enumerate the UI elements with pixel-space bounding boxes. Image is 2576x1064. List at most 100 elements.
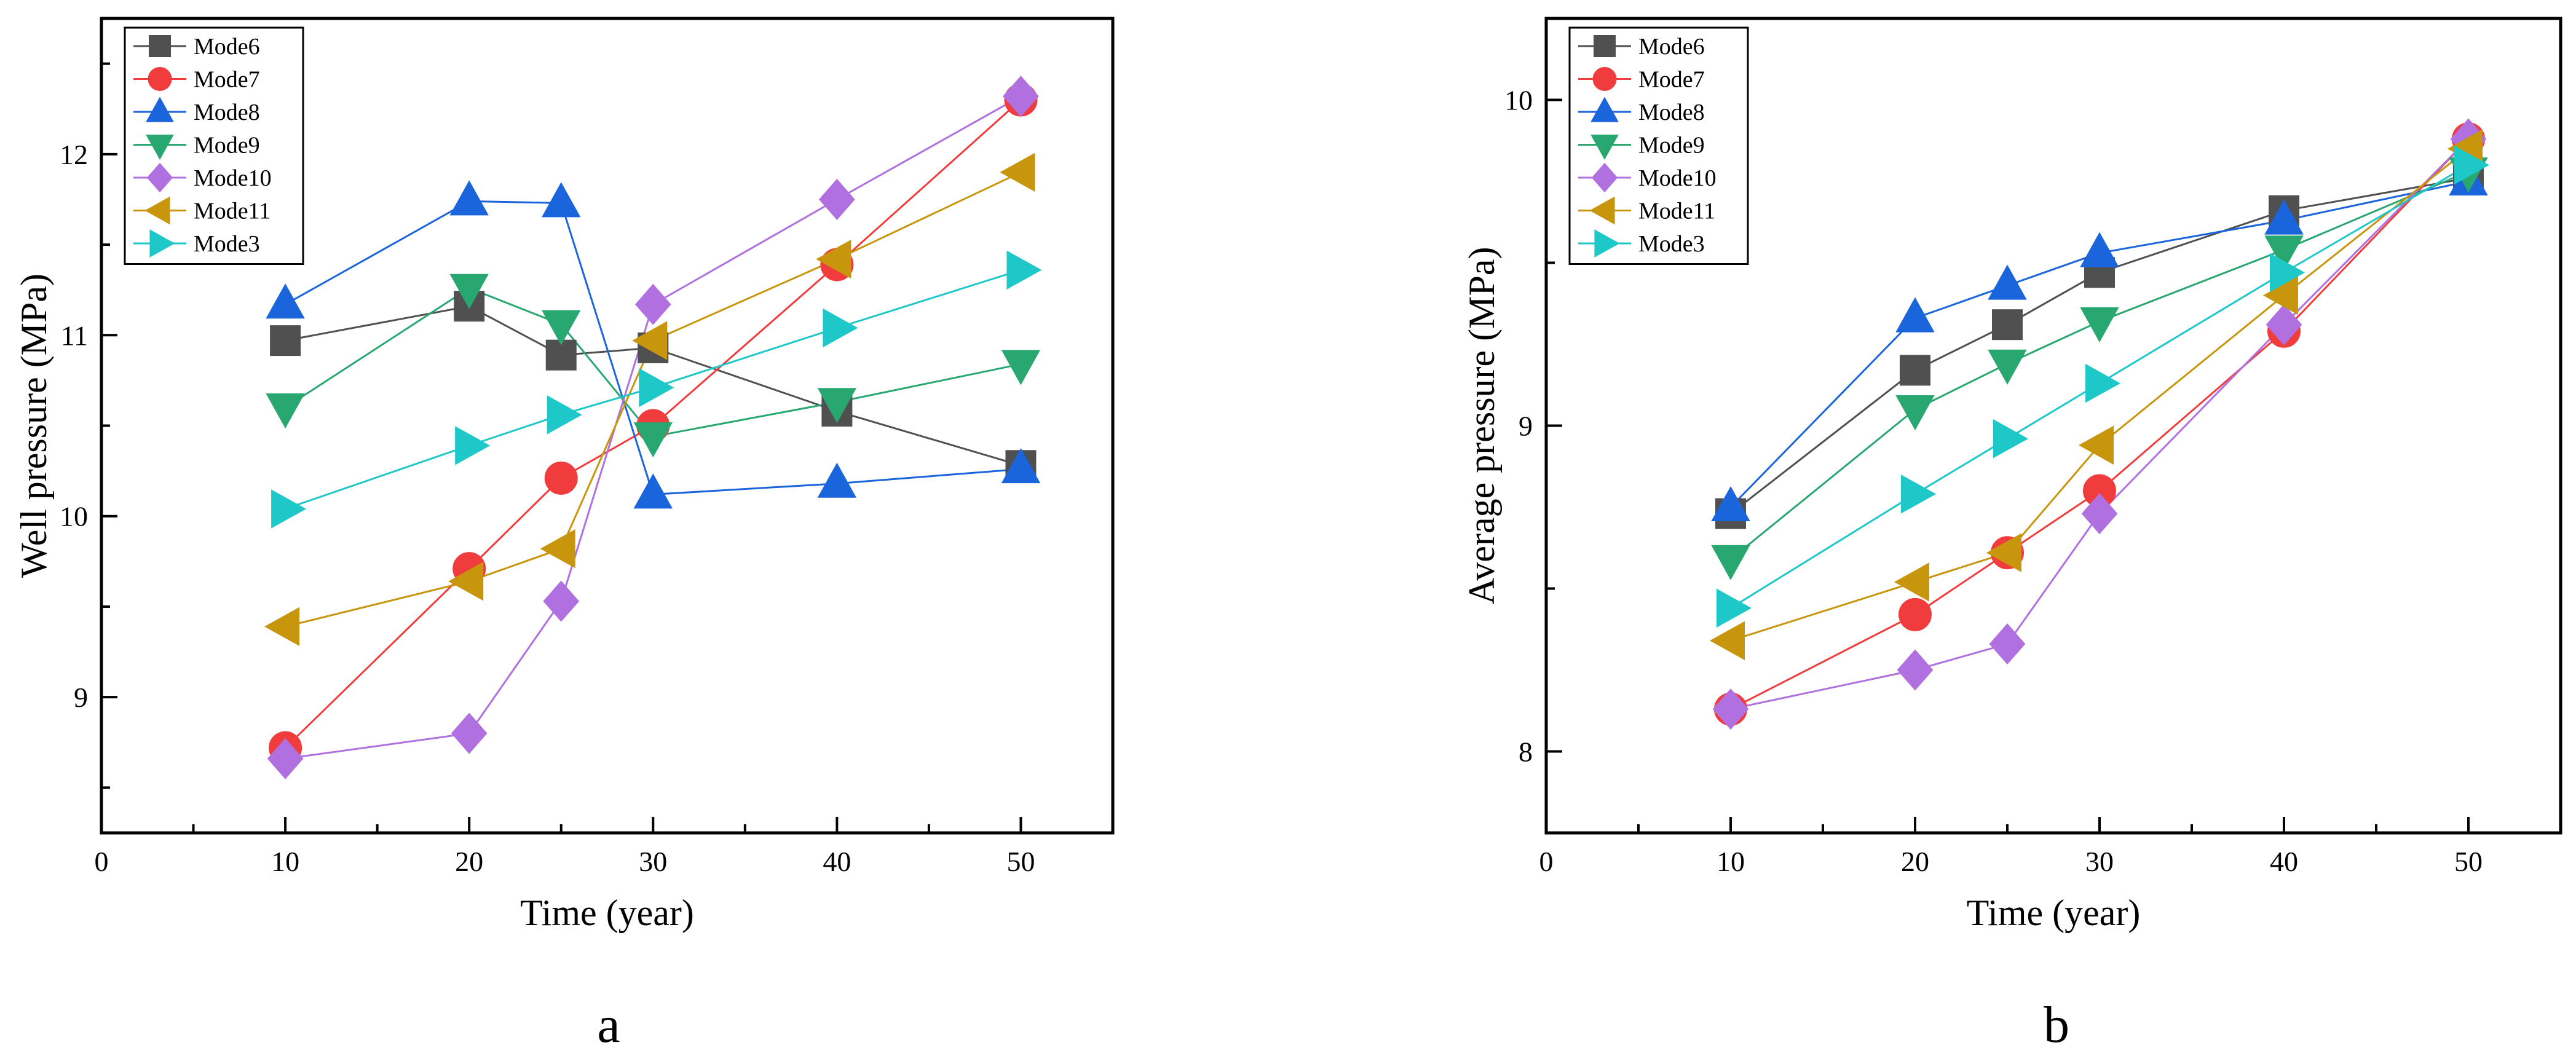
- x-axis-title: Time (year): [520, 893, 694, 933]
- data-point-mode11: [448, 562, 484, 601]
- data-point-mode3: [1006, 250, 1042, 290]
- series-line-mode7: [1730, 138, 2470, 710]
- data-point-mode10: [1989, 623, 2026, 665]
- data-point-mode9: [266, 393, 305, 429]
- data-point-mode3: [2454, 145, 2490, 185]
- series-line-mode8: [285, 200, 1021, 495]
- data-point-mode11: [816, 239, 851, 279]
- data-point-mode3: [823, 308, 858, 348]
- data-point-mode3: [271, 489, 307, 529]
- data-point-mode3: [639, 368, 674, 408]
- data-point-mode8: [2264, 199, 2304, 235]
- data-point-mode10: [543, 580, 580, 622]
- data-point-mode11: [540, 529, 575, 569]
- y-tick-label: 12: [60, 139, 88, 170]
- data-point-mode11: [1986, 533, 2021, 572]
- data-point-mode10: [634, 283, 671, 325]
- series-line-mode11: [1730, 148, 2469, 642]
- data-point-mode11: [1709, 621, 1745, 660]
- data-point-mode8: [1988, 264, 2027, 300]
- y-tick-label: 10: [1504, 85, 1533, 116]
- data-point-mode9: [1001, 350, 1041, 385]
- series-line-mode9: [1730, 170, 2469, 560]
- x-tick-label: 0: [1539, 846, 1554, 877]
- data-point-mode9: [449, 274, 489, 309]
- data-point-mode8: [633, 473, 673, 509]
- data-point-mode10: [819, 178, 855, 220]
- legend: Mode6 Mode7 Mode8 Mode9 Mode10 Mode11 Mode3: [1568, 26, 1749, 265]
- data-point-mode8: [817, 462, 857, 498]
- data-point-mode10: [1712, 688, 1749, 730]
- data-point-mode9: [1988, 349, 2027, 385]
- data-point-mode11: [632, 321, 668, 360]
- legend-label: Mode3: [1638, 231, 1705, 257]
- series-line-mode11: [285, 171, 1022, 628]
- legend-marker: [146, 134, 174, 160]
- legend-marker: [146, 162, 173, 193]
- data-point-mode7: [1898, 597, 1932, 631]
- legend-marker: [1593, 35, 1616, 58]
- data-point-mode3: [2085, 363, 2121, 403]
- data-point-mode10: [451, 712, 488, 754]
- y-tick-label: 10: [60, 501, 88, 532]
- legend-marker: [1590, 97, 1619, 122]
- legend-label: Mode6: [194, 34, 260, 60]
- series-line-mode10: [285, 95, 1022, 760]
- series-line-mode6: [1730, 177, 2469, 514]
- data-point-mode3: [547, 395, 582, 435]
- data-point-mode11: [1894, 562, 1929, 602]
- data-point-mode8: [2080, 232, 2119, 267]
- data-point-mode6: [1900, 355, 1930, 386]
- y-axis-title: Well pressure (MPa): [14, 274, 54, 578]
- data-point-mode6: [1992, 309, 2023, 341]
- data-point-mode6: [270, 325, 301, 357]
- x-tick-label: 10: [271, 846, 299, 877]
- data-point-mode10: [267, 738, 304, 779]
- data-point-mode10: [1003, 76, 1039, 117]
- data-point-mode11: [2078, 425, 2114, 465]
- x-tick-label: 30: [639, 846, 667, 877]
- legend-marker: [146, 97, 174, 122]
- data-point-mode9: [2080, 307, 2119, 342]
- legend-marker: [149, 229, 175, 258]
- data-point-mode3: [2270, 253, 2305, 293]
- legend-label: Mode11: [1638, 199, 1715, 224]
- x-tick-label: 50: [2454, 846, 2483, 877]
- x-axis-title: Time (year): [1967, 893, 2141, 933]
- series-line-mode9: [285, 287, 1021, 438]
- series-line-mode3: [285, 269, 1021, 510]
- y-tick-label: 8: [1519, 736, 1533, 768]
- data-point-mode3: [1717, 588, 1752, 628]
- data-point-mode7: [544, 461, 578, 495]
- x-tick-label: 50: [1006, 846, 1035, 877]
- legend-label: Mode10: [194, 165, 272, 191]
- legend-marker: [1594, 229, 1620, 258]
- legend-label: Mode7: [194, 67, 260, 93]
- y-tick-label: 9: [1519, 411, 1533, 442]
- x-tick-label: 30: [2085, 846, 2114, 877]
- series-line-mode10: [1730, 138, 2470, 711]
- legend-marker: [148, 35, 171, 58]
- chart-panel-b: 0 10 20 30 40 50 8 9 10 Time (year) Average pressu…: [1461, 17, 2562, 1054]
- data-point-mode10: [1897, 649, 1934, 691]
- data-point-mode8: [266, 283, 305, 319]
- legend-marker: [148, 67, 172, 91]
- data-point-mode9: [1895, 395, 1935, 431]
- panel-label: a: [597, 996, 620, 1054]
- data-point-mode11: [1000, 152, 1035, 192]
- data-point-mode8: [449, 180, 489, 216]
- chart-panel-a: 0 10 20 30 40 50 9 10 11 12 Time (year) Well pressu…: [14, 17, 1115, 1054]
- legend-marker: [1591, 162, 1618, 193]
- y-tick-label: 9: [74, 682, 88, 713]
- panel-label: b: [2044, 996, 2069, 1054]
- data-point-mode9: [1711, 545, 1750, 580]
- series-line-mode8: [1729, 180, 2469, 508]
- x-tick-label: 40: [2270, 846, 2298, 877]
- legend-label: Mode11: [194, 199, 271, 224]
- legend-label: Mode3: [194, 231, 260, 257]
- data-point-mode3: [455, 426, 491, 465]
- y-axis-title: Average pressure (MPa): [1461, 247, 1502, 605]
- data-point-mode9: [2264, 235, 2304, 271]
- legend-label: Mode6: [1638, 34, 1705, 60]
